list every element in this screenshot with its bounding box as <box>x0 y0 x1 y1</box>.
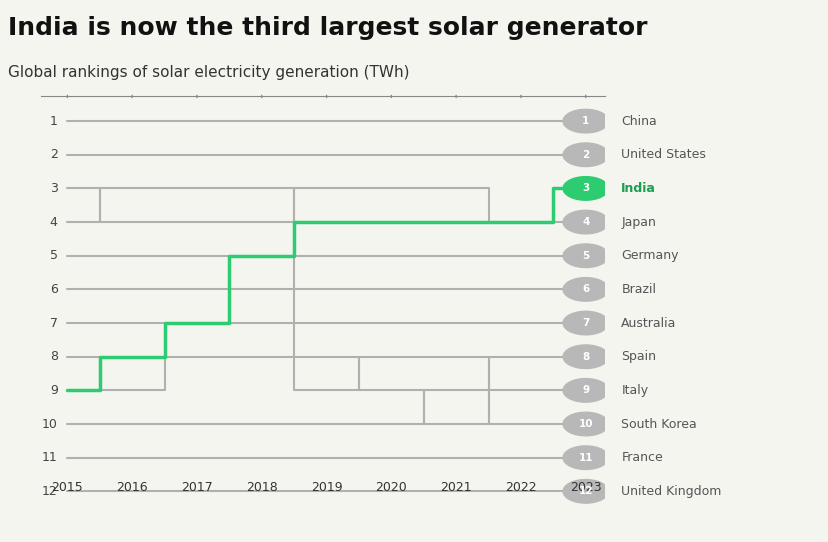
Circle shape <box>562 412 608 436</box>
Circle shape <box>562 109 608 133</box>
Circle shape <box>562 177 608 200</box>
Circle shape <box>562 210 608 234</box>
Text: 7: 7 <box>581 318 589 328</box>
Text: 3: 3 <box>50 182 58 195</box>
Text: 8: 8 <box>581 352 589 362</box>
Circle shape <box>562 278 608 301</box>
Text: 3: 3 <box>581 183 589 193</box>
Text: Global rankings of solar electricity generation (TWh): Global rankings of solar electricity gen… <box>8 65 409 80</box>
Text: 6: 6 <box>581 285 589 294</box>
Circle shape <box>562 143 608 166</box>
Text: 2018: 2018 <box>246 481 277 494</box>
Text: 2: 2 <box>581 150 589 160</box>
Text: 4: 4 <box>50 216 58 229</box>
Text: United States: United States <box>621 149 705 162</box>
Text: South Korea: South Korea <box>621 417 696 430</box>
Text: 2016: 2016 <box>116 481 147 494</box>
Text: Italy: Italy <box>621 384 647 397</box>
Text: 10: 10 <box>578 419 592 429</box>
Circle shape <box>562 446 608 469</box>
Text: 5: 5 <box>581 251 589 261</box>
Text: 12: 12 <box>578 486 592 496</box>
Circle shape <box>562 480 608 503</box>
Circle shape <box>562 345 608 369</box>
Text: 7: 7 <box>50 317 58 330</box>
Circle shape <box>562 244 608 268</box>
Text: 2021: 2021 <box>440 481 471 494</box>
Text: 2020: 2020 <box>375 481 407 494</box>
Text: Japan: Japan <box>621 216 656 229</box>
Text: 2023: 2023 <box>569 481 601 494</box>
Text: 11: 11 <box>578 453 592 463</box>
Text: China: China <box>621 114 657 127</box>
Circle shape <box>562 379 608 402</box>
Text: United Kingdom: United Kingdom <box>621 485 721 498</box>
Text: 2017: 2017 <box>181 481 213 494</box>
Text: Spain: Spain <box>621 350 656 363</box>
Text: 11: 11 <box>42 451 58 464</box>
Text: Brazil: Brazil <box>621 283 656 296</box>
Text: 2015: 2015 <box>51 481 83 494</box>
Text: 10: 10 <box>41 417 58 430</box>
Text: France: France <box>621 451 662 464</box>
Text: 8: 8 <box>50 350 58 363</box>
Text: 2: 2 <box>50 149 58 162</box>
Text: 5: 5 <box>50 249 58 262</box>
Text: India: India <box>621 182 656 195</box>
Text: Germany: Germany <box>621 249 678 262</box>
Text: 4: 4 <box>581 217 589 227</box>
Text: India is now the third largest solar generator: India is now the third largest solar gen… <box>8 16 647 40</box>
Text: 2022: 2022 <box>504 481 536 494</box>
Text: 12: 12 <box>42 485 58 498</box>
Circle shape <box>562 311 608 335</box>
Text: 9: 9 <box>581 385 589 395</box>
Text: 6: 6 <box>50 283 58 296</box>
Text: 2019: 2019 <box>310 481 342 494</box>
Text: Australia: Australia <box>621 317 676 330</box>
Text: 1: 1 <box>50 114 58 127</box>
Text: 9: 9 <box>50 384 58 397</box>
Text: 1: 1 <box>581 116 589 126</box>
